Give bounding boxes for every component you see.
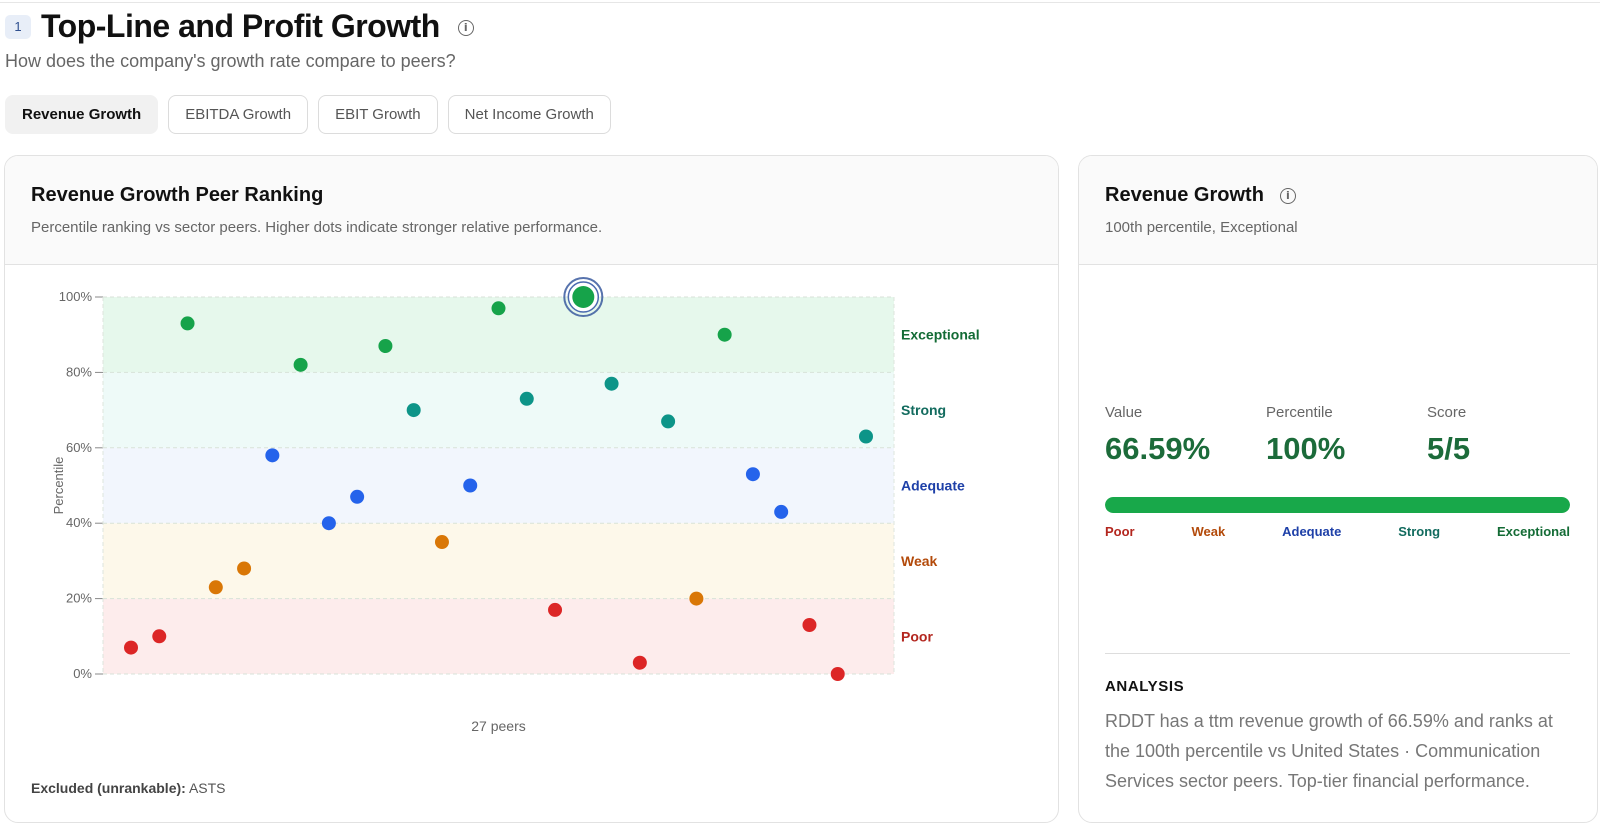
metric-tabs: Revenue Growth EBITDA Growth EBIT Growth… — [5, 95, 611, 134]
top-divider — [0, 2, 1600, 3]
band-label-poor: Poor — [901, 628, 933, 644]
peer-point — [604, 376, 619, 391]
band-label-adequate: Adequate — [901, 478, 965, 494]
peer-point — [717, 327, 732, 342]
percentile-scale-labels: Poor Weak Adequate Strong Exceptional — [1105, 524, 1570, 539]
peer-point — [774, 504, 789, 519]
percentile-bar-fill — [1105, 497, 1570, 513]
metric-score-block: Score 5/5 — [1427, 404, 1588, 467]
peer-point — [378, 339, 393, 354]
peer-point — [321, 516, 336, 531]
peer-ranking-title: Revenue Growth Peer Ranking — [31, 184, 324, 206]
peer-point — [661, 414, 676, 429]
peer-point — [180, 316, 195, 331]
tab-revenue-growth[interactable]: Revenue Growth — [5, 95, 159, 134]
band-label-strong: Strong — [901, 402, 946, 418]
peer-point — [350, 489, 365, 504]
scale-label-adequate: Adequate — [1282, 524, 1342, 539]
metric-value: 66.59% — [1105, 431, 1211, 466]
metric-summary-title-row: Revenue Growth i — [1105, 184, 1571, 207]
peer-point — [830, 667, 845, 681]
metric-percentile-block: Percentile 100% — [1266, 404, 1427, 467]
peer-point — [265, 448, 280, 463]
band-strong — [103, 372, 894, 448]
peer-point — [463, 478, 478, 493]
peer-ranking-card-header: Revenue Growth Peer Ranking Percentile r… — [5, 156, 1058, 265]
metric-summary-title: Revenue Growth — [1105, 184, 1264, 206]
peer-point — [124, 640, 138, 655]
analysis-divider — [1105, 653, 1570, 654]
peer-point — [802, 617, 817, 632]
y-axis-label: Percentile — [51, 457, 66, 515]
metric-values: Value 66.59% Percentile 100% Score 5/5 — [1105, 404, 1588, 467]
metric-summary-card: Revenue Growth i 100th percentile, Excep… — [1078, 155, 1598, 823]
scale-label-strong: Strong — [1398, 524, 1441, 539]
metric-label: Score — [1427, 404, 1467, 421]
band-adequate — [103, 447, 894, 524]
peer-point — [519, 391, 534, 406]
tab-ebitda-growth[interactable]: EBITDA Growth — [168, 95, 309, 134]
excluded-label: Excluded (unrankable): — [31, 780, 186, 796]
tab-net-income-growth[interactable]: Net Income Growth — [447, 95, 611, 134]
analysis-title: ANALYSIS — [1105, 678, 1185, 695]
peer-point — [406, 403, 421, 418]
metric-value: 100% — [1266, 431, 1346, 466]
section-header: 1 Top-Line and Profit Growth i — [5, 8, 474, 45]
band-poor — [103, 598, 894, 674]
metric-summary-subtitle: 100th percentile, Exceptional — [1105, 219, 1298, 236]
band-weak — [103, 523, 894, 599]
y-tick-label: 20% — [66, 591, 92, 606]
band-label-exceptional: Exceptional — [901, 327, 980, 343]
metric-value: 5/5 — [1427, 431, 1471, 466]
excluded-value: ASTS — [188, 780, 226, 796]
band-label-weak: Weak — [901, 553, 938, 569]
company-point — [572, 286, 595, 308]
peer-point — [745, 467, 760, 482]
peer-point — [859, 429, 873, 444]
scale-label-poor: Poor — [1105, 524, 1135, 539]
metric-value-block: Value 66.59% — [1105, 404, 1266, 467]
section-subtitle: How does the company's growth rate compa… — [5, 51, 456, 71]
highlight-ring — [563, 277, 604, 317]
peer-point — [434, 535, 449, 550]
y-tick-label: 0% — [73, 666, 92, 681]
y-tick-label: 60% — [66, 440, 92, 455]
y-tick-label: 100% — [59, 289, 93, 304]
info-icon[interactable]: i — [457, 19, 474, 36]
tab-ebit-growth[interactable]: EBIT Growth — [318, 95, 438, 134]
y-tick-label: 40% — [66, 515, 92, 530]
scale-label-weak: Weak — [1191, 524, 1226, 539]
analysis-text: RDDT has a ttm revenue growth of 66.59% … — [1105, 711, 1553, 791]
peer-ranking-card: Revenue Growth Peer Ranking Percentile r… — [4, 155, 1059, 823]
section-title: Top-Line and Profit Growth — [41, 8, 440, 44]
peer-point — [152, 629, 167, 644]
excluded-note: Excluded (unrankable): ASTS — [31, 780, 226, 796]
peer-point — [293, 357, 308, 372]
peer-point — [491, 301, 506, 316]
peer-point — [689, 591, 704, 606]
metric-label: Value — [1105, 404, 1143, 421]
x-axis-label: 27 peers — [471, 718, 525, 734]
scale-label-exceptional: Exceptional — [1496, 524, 1570, 539]
y-tick-label: 80% — [66, 364, 92, 379]
metric-label: Percentile — [1266, 404, 1333, 421]
section-number-badge: 1 — [5, 14, 31, 39]
peer-point — [237, 561, 252, 576]
peer-point — [548, 602, 563, 617]
info-icon[interactable]: i — [1279, 187, 1296, 204]
metric-summary-header: Revenue Growth i 100th percentile, Excep… — [1079, 156, 1597, 265]
peer-point — [632, 655, 647, 670]
peer-point — [208, 580, 223, 595]
peer-ranking-description: Percentile ranking vs sector peers. High… — [31, 219, 603, 236]
peer-ranking-chart: Poor Weak Adequate Strong Exceptional 0% 20% 40… — [51, 277, 980, 734]
percentile-bar — [1105, 497, 1570, 513]
